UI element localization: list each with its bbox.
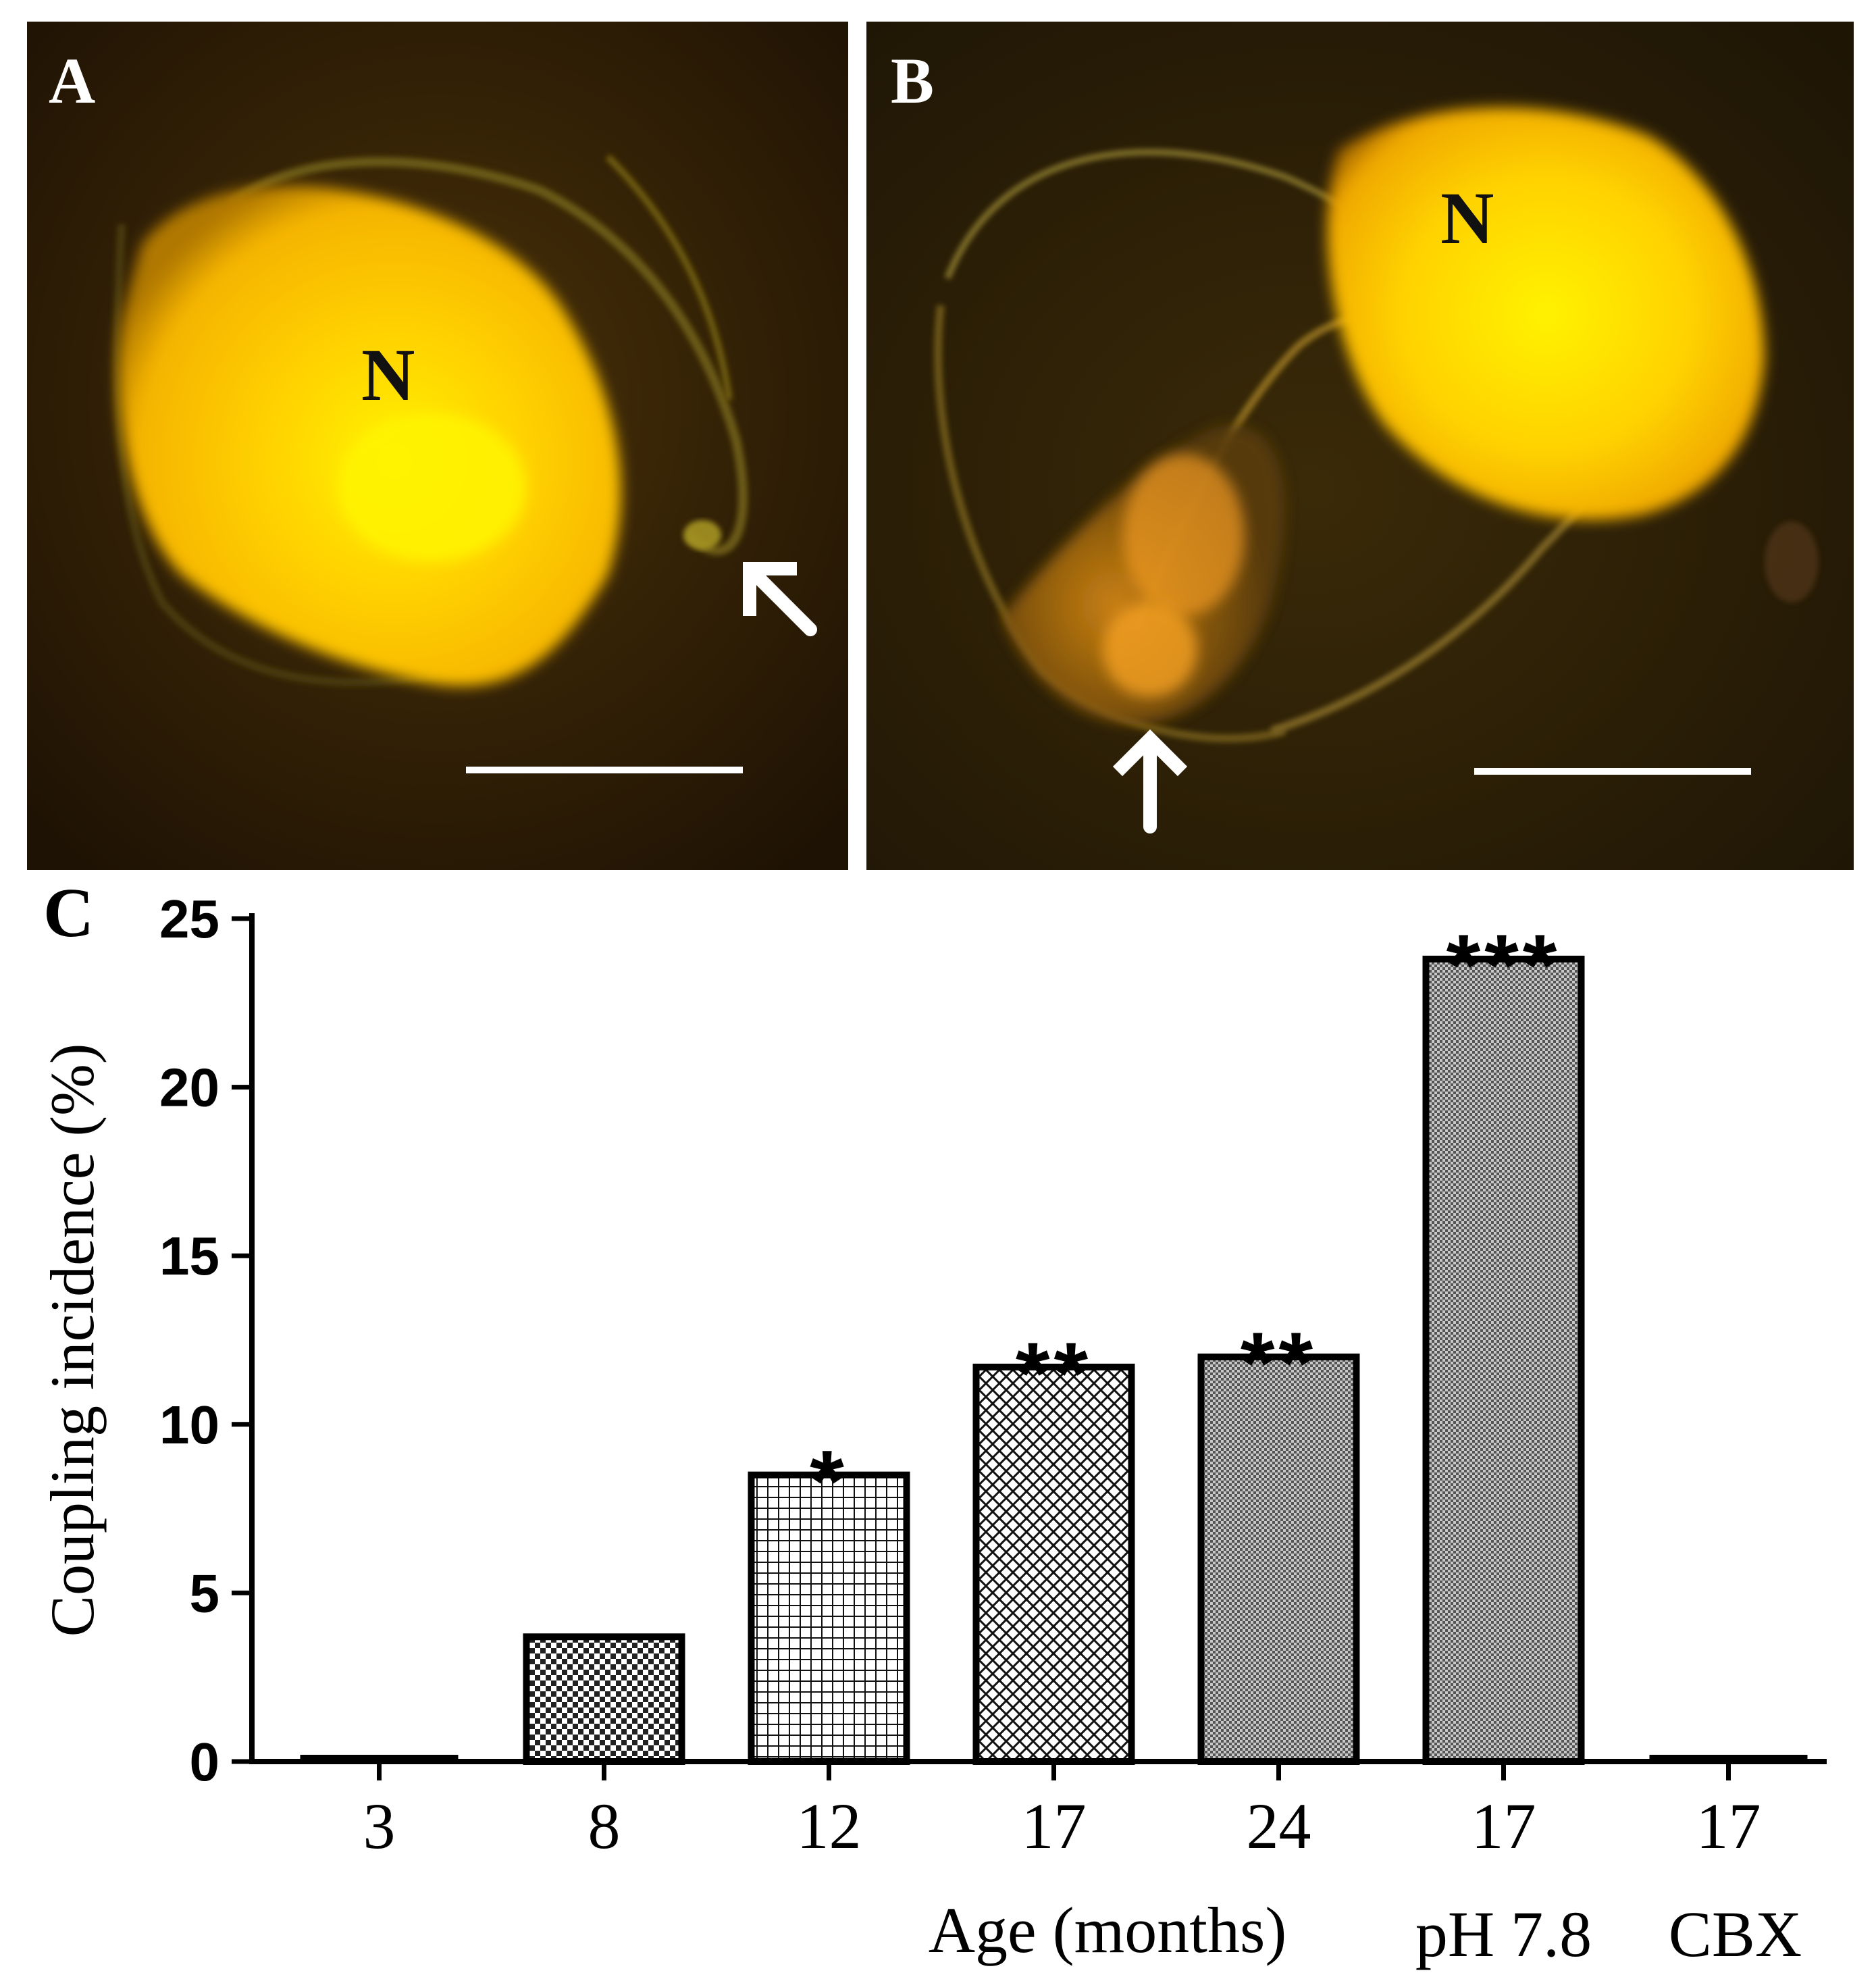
y-tick-label: 25 — [159, 889, 219, 949]
bar — [1649, 1755, 1808, 1763]
chart-labels: 0 5 10 15 20 25 Coupling incidence (%) 3 8 12 * 17 *… — [38, 889, 1802, 1970]
x-tick-label: 17 — [1022, 1790, 1087, 1862]
panel-label-b: B — [891, 45, 935, 117]
significance-marker: ** — [1016, 1324, 1092, 1422]
arrow-icon-a — [743, 562, 817, 636]
y-tick-label: 20 — [159, 1058, 219, 1118]
micrograph-panel-a: A N — [27, 22, 848, 870]
panel-label-a: A — [49, 45, 96, 117]
micrograph-b-image — [866, 22, 1854, 870]
x-tick-label: 17 — [1471, 1790, 1536, 1862]
bar — [748, 1471, 910, 1765]
micrograph-panel-b: B N — [866, 22, 1854, 870]
x-sublabel: pH 7.8 — [1415, 1898, 1592, 1970]
significance-marker: * — [810, 1432, 848, 1531]
y-axis-title: Coupling incidence (%) — [38, 1044, 107, 1637]
bar — [1422, 955, 1585, 1765]
nucleus-label-a: N — [361, 334, 415, 416]
y-tick-label: 15 — [159, 1226, 219, 1286]
bar — [972, 1363, 1135, 1765]
nucleus-label-b: N — [1440, 177, 1494, 259]
bar — [1197, 1353, 1360, 1765]
significance-marker: *** — [1447, 916, 1561, 1015]
y-tick-label: 10 — [159, 1395, 219, 1455]
coupling-incidence-bar-chart: 0 5 10 15 20 25 Coupling incidence (%) 3 8 12 * 17 *… — [38, 889, 1827, 1970]
arrow-icon-b — [1112, 729, 1188, 833]
micrograph-a-image — [27, 22, 848, 870]
x-tick-label: 24 — [1247, 1790, 1311, 1862]
panel-label-c: C — [43, 874, 95, 952]
y-tick-label: 5 — [190, 1563, 220, 1623]
x-tick-label: 17 — [1696, 1790, 1761, 1862]
chart-bars — [300, 955, 1808, 1766]
x-tick-label: 12 — [797, 1790, 862, 1862]
x-axis-title: Age (months) — [929, 1894, 1287, 1966]
bar — [300, 1755, 459, 1763]
x-tick-label: 3 — [363, 1790, 396, 1862]
significance-marker: ** — [1241, 1314, 1317, 1412]
bar — [523, 1633, 685, 1766]
y-tick-label: 0 — [190, 1732, 220, 1792]
x-sublabel: CBX — [1669, 1898, 1802, 1970]
x-tick-label: 8 — [588, 1790, 621, 1862]
